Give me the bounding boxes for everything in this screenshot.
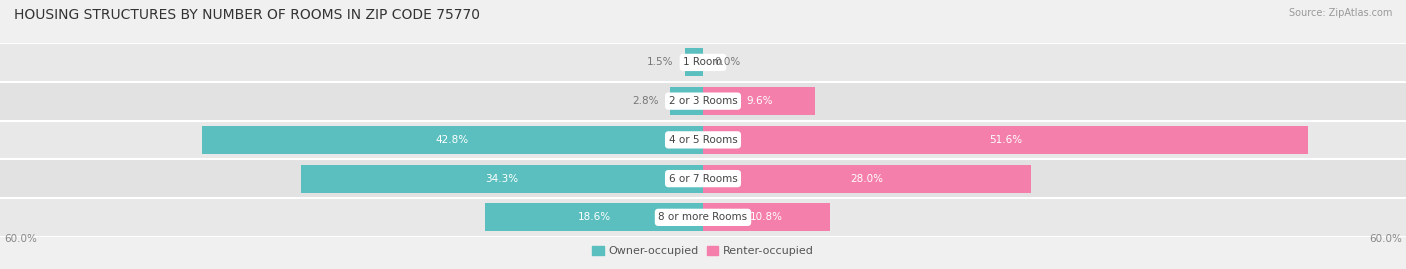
Bar (703, 165, 1031, 193)
Text: 18.6%: 18.6% (578, 212, 610, 222)
Text: 28.0%: 28.0% (851, 174, 883, 184)
Text: 10.8%: 10.8% (749, 212, 783, 222)
Text: 2.8%: 2.8% (631, 96, 658, 106)
Text: Source: ZipAtlas.com: Source: ZipAtlas.com (1288, 8, 1392, 18)
FancyBboxPatch shape (0, 159, 1406, 198)
Text: 2 or 3 Rooms: 2 or 3 Rooms (669, 96, 737, 106)
FancyBboxPatch shape (0, 82, 1406, 121)
Bar (686, 48, 703, 76)
Bar (671, 87, 703, 115)
FancyBboxPatch shape (0, 43, 1406, 82)
FancyBboxPatch shape (0, 198, 1406, 237)
Bar (485, 203, 703, 231)
Text: 60.0%: 60.0% (4, 234, 37, 244)
Text: 6 or 7 Rooms: 6 or 7 Rooms (669, 174, 737, 184)
Bar (703, 126, 1308, 154)
Bar (703, 203, 830, 231)
FancyBboxPatch shape (0, 121, 1406, 159)
Text: 34.3%: 34.3% (485, 174, 519, 184)
Text: 60.0%: 60.0% (1369, 234, 1402, 244)
Text: 1.5%: 1.5% (647, 57, 673, 68)
Text: 42.8%: 42.8% (436, 135, 468, 145)
Text: 8 or more Rooms: 8 or more Rooms (658, 212, 748, 222)
Legend: Owner-occupied, Renter-occupied: Owner-occupied, Renter-occupied (588, 241, 818, 261)
Text: 51.6%: 51.6% (988, 135, 1022, 145)
Text: 1 Room: 1 Room (683, 57, 723, 68)
Bar (703, 87, 815, 115)
Bar (201, 126, 703, 154)
Bar (301, 165, 703, 193)
Text: 9.6%: 9.6% (747, 96, 772, 106)
Text: 4 or 5 Rooms: 4 or 5 Rooms (669, 135, 737, 145)
Text: HOUSING STRUCTURES BY NUMBER OF ROOMS IN ZIP CODE 75770: HOUSING STRUCTURES BY NUMBER OF ROOMS IN… (14, 8, 479, 22)
Text: 0.0%: 0.0% (714, 57, 741, 68)
